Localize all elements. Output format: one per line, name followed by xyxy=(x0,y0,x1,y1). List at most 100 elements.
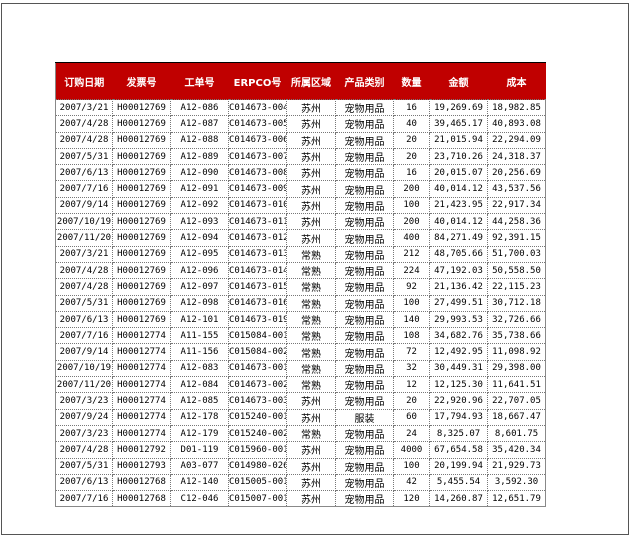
cell-region[interactable]: 苏州 xyxy=(286,490,336,508)
cell-cost[interactable]: 18,982.85 xyxy=(487,98,546,117)
cell-erpco[interactable]: C014673-010 xyxy=(228,196,287,215)
cell-date[interactable]: 2007/3/23 xyxy=(55,392,113,410)
cell-erpco[interactable]: C014673-003 xyxy=(228,392,287,410)
cell-erpco[interactable]: C015005-001 xyxy=(228,473,287,492)
cell-region[interactable]: 常熟 xyxy=(286,245,336,263)
cell-category[interactable]: 宠物用品 xyxy=(335,261,394,280)
cell-amount[interactable]: 19,269.69 xyxy=(429,98,488,117)
cell-invoice[interactable]: H00012769 xyxy=(112,294,171,312)
cell-date[interactable]: 2007/7/16 xyxy=(55,490,113,508)
cell-invoice[interactable]: H00012769 xyxy=(112,261,171,280)
cell-invoice[interactable]: H00012769 xyxy=(112,196,171,215)
cell-category[interactable]: 宠物用品 xyxy=(335,392,394,410)
cell-quantity[interactable]: 92 xyxy=(393,278,430,296)
cell-erpco[interactable]: C014673-007 xyxy=(228,147,287,166)
cell-cost[interactable]: 40,893.08 xyxy=(487,115,546,133)
cell-amount[interactable]: 8,325.07 xyxy=(429,424,488,443)
cell-erpco[interactable]: C014673-008 xyxy=(228,164,287,182)
cell-date[interactable]: 2007/3/21 xyxy=(55,98,113,117)
cell-invoice[interactable]: H00012769 xyxy=(112,115,171,133)
cell-category[interactable]: 宠物用品 xyxy=(335,131,394,149)
cell-date[interactable]: 2007/3/23 xyxy=(55,424,113,443)
cell-category[interactable]: 宠物用品 xyxy=(335,294,394,312)
cell-cost[interactable]: 20,256.69 xyxy=(487,164,546,182)
cell-erpco[interactable]: C014673-009 xyxy=(228,180,287,198)
cell-invoice[interactable]: H00012769 xyxy=(112,213,171,231)
cell-category[interactable]: 宠物用品 xyxy=(335,278,394,296)
cell-category[interactable]: 宠物用品 xyxy=(335,359,394,378)
cell-date[interactable]: 2007/5/31 xyxy=(55,457,113,475)
cell-region[interactable]: 苏州 xyxy=(286,392,336,410)
cell-erpco[interactable]: C015084-001 xyxy=(228,327,287,345)
cell-amount[interactable]: 47,192.03 xyxy=(429,261,488,280)
cell-region[interactable]: 常熟 xyxy=(286,327,336,345)
cell-erpco[interactable]: C014673-014 xyxy=(228,261,287,280)
cell-date[interactable]: 2007/9/14 xyxy=(55,343,113,361)
cell-region[interactable]: 常熟 xyxy=(286,359,336,378)
cell-quantity[interactable]: 200 xyxy=(393,180,430,198)
cell-erpco[interactable]: C014673-001 xyxy=(228,359,287,378)
cell-category[interactable]: 宠物用品 xyxy=(335,98,394,117)
cell-region[interactable]: 苏州 xyxy=(286,473,336,492)
cell-work-order[interactable]: A12-084 xyxy=(170,376,229,394)
cell-date[interactable]: 2007/5/31 xyxy=(55,294,113,312)
cell-cost[interactable]: 22,294.09 xyxy=(487,131,546,149)
cell-date[interactable]: 2007/4/28 xyxy=(55,115,113,133)
cell-quantity[interactable]: 4000 xyxy=(393,441,430,459)
cell-region[interactable]: 苏州 xyxy=(286,457,336,475)
cell-amount[interactable]: 21,015.94 xyxy=(429,131,488,149)
cell-cost[interactable]: 11,641.51 xyxy=(487,376,546,394)
cell-quantity[interactable]: 60 xyxy=(393,408,430,426)
cell-region[interactable]: 常熟 xyxy=(286,424,336,443)
cell-region[interactable]: 常熟 xyxy=(286,376,336,394)
cell-amount[interactable]: 21,423.95 xyxy=(429,196,488,215)
cell-invoice[interactable]: H00012774 xyxy=(112,424,171,443)
cell-quantity[interactable]: 224 xyxy=(393,261,430,280)
cell-region[interactable]: 苏州 xyxy=(286,164,336,182)
cell-work-order[interactable]: D01-119 xyxy=(170,441,229,459)
cell-region[interactable]: 常熟 xyxy=(286,261,336,280)
cell-amount[interactable]: 48,705.66 xyxy=(429,245,488,263)
cell-amount[interactable]: 22,920.96 xyxy=(429,392,488,410)
cell-work-order[interactable]: A12-094 xyxy=(170,229,229,247)
cell-amount[interactable]: 84,271.49 xyxy=(429,229,488,247)
cell-invoice[interactable]: H00012774 xyxy=(112,359,171,378)
cell-region[interactable]: 苏州 xyxy=(286,147,336,166)
cell-date[interactable]: 2007/11/20 xyxy=(55,376,113,394)
cell-invoice[interactable]: H00012793 xyxy=(112,457,171,475)
cell-category[interactable]: 宠物用品 xyxy=(335,490,394,508)
cell-invoice[interactable]: H00012769 xyxy=(112,310,171,329)
cell-quantity[interactable]: 212 xyxy=(393,245,430,263)
cell-work-order[interactable]: A12-101 xyxy=(170,310,229,329)
cell-region[interactable]: 常熟 xyxy=(286,310,336,329)
cell-amount[interactable]: 21,136.42 xyxy=(429,278,488,296)
cell-amount[interactable]: 23,710.26 xyxy=(429,147,488,166)
cell-date[interactable]: 2007/6/13 xyxy=(55,473,113,492)
column-header-amount[interactable]: 金额 xyxy=(429,62,488,100)
cell-region[interactable]: 常熟 xyxy=(286,294,336,312)
cell-erpco[interactable]: C014673-005 xyxy=(228,115,287,133)
cell-work-order[interactable]: A03-077 xyxy=(170,457,229,475)
cell-work-order[interactable]: A12-087 xyxy=(170,115,229,133)
cell-category[interactable]: 宠物用品 xyxy=(335,424,394,443)
cell-invoice[interactable]: H00012792 xyxy=(112,441,171,459)
cell-amount[interactable]: 17,794.93 xyxy=(429,408,488,426)
cell-erpco[interactable]: C014673-004 xyxy=(228,98,287,117)
column-header-erpco[interactable]: ERPCO号 xyxy=(228,62,287,100)
column-header-region[interactable]: 所属区域 xyxy=(286,62,336,100)
cell-region[interactable]: 苏州 xyxy=(286,98,336,117)
cell-category[interactable]: 宠物用品 xyxy=(335,213,394,231)
cell-date[interactable]: 2007/4/28 xyxy=(55,261,113,280)
cell-erpco[interactable]: C014673-011 xyxy=(228,213,287,231)
cell-quantity[interactable]: 16 xyxy=(393,164,430,182)
cell-category[interactable]: 宠物用品 xyxy=(335,245,394,263)
cell-cost[interactable]: 22,115.23 xyxy=(487,278,546,296)
cell-category[interactable]: 宠物用品 xyxy=(335,473,394,492)
cell-category[interactable]: 宠物用品 xyxy=(335,115,394,133)
cell-amount[interactable]: 5,455.54 xyxy=(429,473,488,492)
cell-quantity[interactable]: 24 xyxy=(393,424,430,443)
cell-work-order[interactable]: A12-085 xyxy=(170,392,229,410)
cell-region[interactable]: 常熟 xyxy=(286,343,336,361)
cell-work-order[interactable]: A12-098 xyxy=(170,294,229,312)
cell-region[interactable]: 苏州 xyxy=(286,180,336,198)
